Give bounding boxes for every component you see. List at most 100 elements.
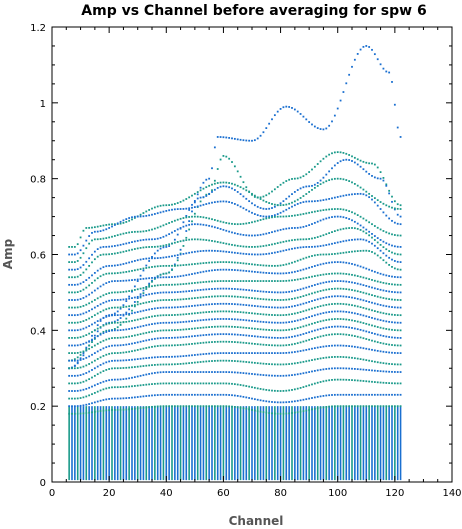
point-0-84 [291, 107, 293, 109]
point-19-9 [76, 367, 79, 369]
point-23-70 [251, 386, 253, 389]
point-2-53 [202, 196, 205, 199]
point-7-36 [153, 245, 156, 248]
point-13-83 [288, 298, 291, 301]
point-12-7 [71, 314, 73, 317]
point-12-96 [325, 281, 328, 284]
point-5-99 [333, 208, 336, 210]
point-4-6 [68, 253, 71, 256]
point-10-84 [291, 271, 293, 274]
point-4-119 [391, 219, 393, 222]
point-9-80 [279, 264, 282, 267]
point-13-100 [336, 287, 339, 290]
point-11-94 [319, 274, 322, 276]
point-7-101 [339, 228, 342, 231]
point-5-20 [108, 236, 111, 239]
point-16-8 [73, 344, 76, 347]
point-23-102 [342, 378, 345, 381]
point-21-28 [131, 366, 133, 369]
point-25-94 [319, 406, 322, 409]
point-7-64 [233, 244, 236, 247]
point-21-90 [308, 359, 311, 362]
point-5-39 [162, 224, 165, 227]
point-8-12 [85, 279, 88, 281]
point-1-71 [253, 196, 256, 198]
point-25-23 [116, 409, 119, 411]
point-23-39 [162, 382, 165, 385]
point-15-112 [371, 309, 373, 312]
point-14-113 [373, 302, 376, 305]
point-14-28 [131, 312, 133, 315]
point-22-108 [359, 368, 362, 371]
point-15-65 [236, 311, 239, 313]
point-6-10 [79, 266, 82, 269]
point-11-18 [102, 294, 105, 297]
point-18-66 [239, 334, 242, 336]
point-10-30 [136, 278, 139, 281]
point-1-75 [265, 194, 268, 197]
point-0-109 [362, 45, 365, 48]
point-4-57 [213, 201, 216, 204]
point-4-50 [193, 206, 196, 209]
point-5-11 [82, 252, 85, 255]
point-23-11 [82, 396, 85, 399]
point-5-67 [242, 222, 245, 225]
point-0-91 [311, 123, 313, 126]
point-11-119 [391, 283, 393, 286]
point-2-98 [331, 167, 333, 170]
point-7-19 [105, 253, 108, 256]
point-21-50 [193, 361, 196, 364]
point-23-60 [222, 382, 225, 385]
point-18-87 [299, 333, 302, 336]
point-13-28 [131, 304, 133, 307]
point-21-14 [91, 376, 93, 379]
point-22-109 [362, 368, 365, 371]
point-17-84 [291, 328, 293, 331]
point-4-22 [113, 224, 116, 226]
point-10-47 [185, 274, 188, 277]
point-3-47 [185, 198, 188, 200]
point-15-33 [145, 316, 148, 319]
point-10-28 [131, 279, 133, 281]
point-1-119 [391, 195, 393, 198]
point-5-120 [393, 234, 396, 236]
point-20-82 [285, 351, 288, 354]
point-25-24 [119, 408, 122, 411]
point-17-72 [256, 328, 259, 330]
point-13-32 [142, 302, 145, 305]
point-25-59 [219, 405, 222, 408]
point-18-110 [365, 330, 368, 333]
point-25-101 [339, 405, 342, 408]
point-12-25 [122, 298, 125, 301]
point-13-59 [219, 295, 222, 298]
point-9-110 [365, 249, 368, 252]
point-9-114 [376, 254, 379, 257]
point-19-6 [68, 367, 71, 370]
point-9-82 [285, 263, 288, 266]
point-3-81 [282, 204, 285, 206]
point-21-81 [282, 363, 285, 366]
point-16-106 [353, 312, 356, 315]
point-14-35 [151, 308, 153, 310]
point-20-57 [213, 352, 216, 355]
point-3-121 [396, 207, 399, 210]
point-11-79 [276, 280, 279, 282]
point-3-34 [148, 209, 151, 211]
point-23-66 [239, 384, 242, 386]
point-18-37 [156, 337, 159, 340]
point-8-17 [99, 267, 102, 270]
point-12-89 [305, 286, 308, 289]
point-11-122 [399, 283, 402, 286]
point-20-17 [99, 364, 102, 366]
point-11-99 [333, 272, 336, 275]
point-11-36 [153, 284, 156, 287]
point-23-41 [168, 382, 171, 385]
point-10-7 [71, 299, 73, 301]
point-1-84 [291, 178, 293, 180]
point-2-25 [122, 304, 125, 307]
point-0-74 [262, 131, 265, 134]
point-1-62 [228, 157, 231, 160]
point-8-122 [399, 261, 402, 263]
point-10-37 [156, 276, 159, 279]
point-10-23 [116, 280, 119, 282]
